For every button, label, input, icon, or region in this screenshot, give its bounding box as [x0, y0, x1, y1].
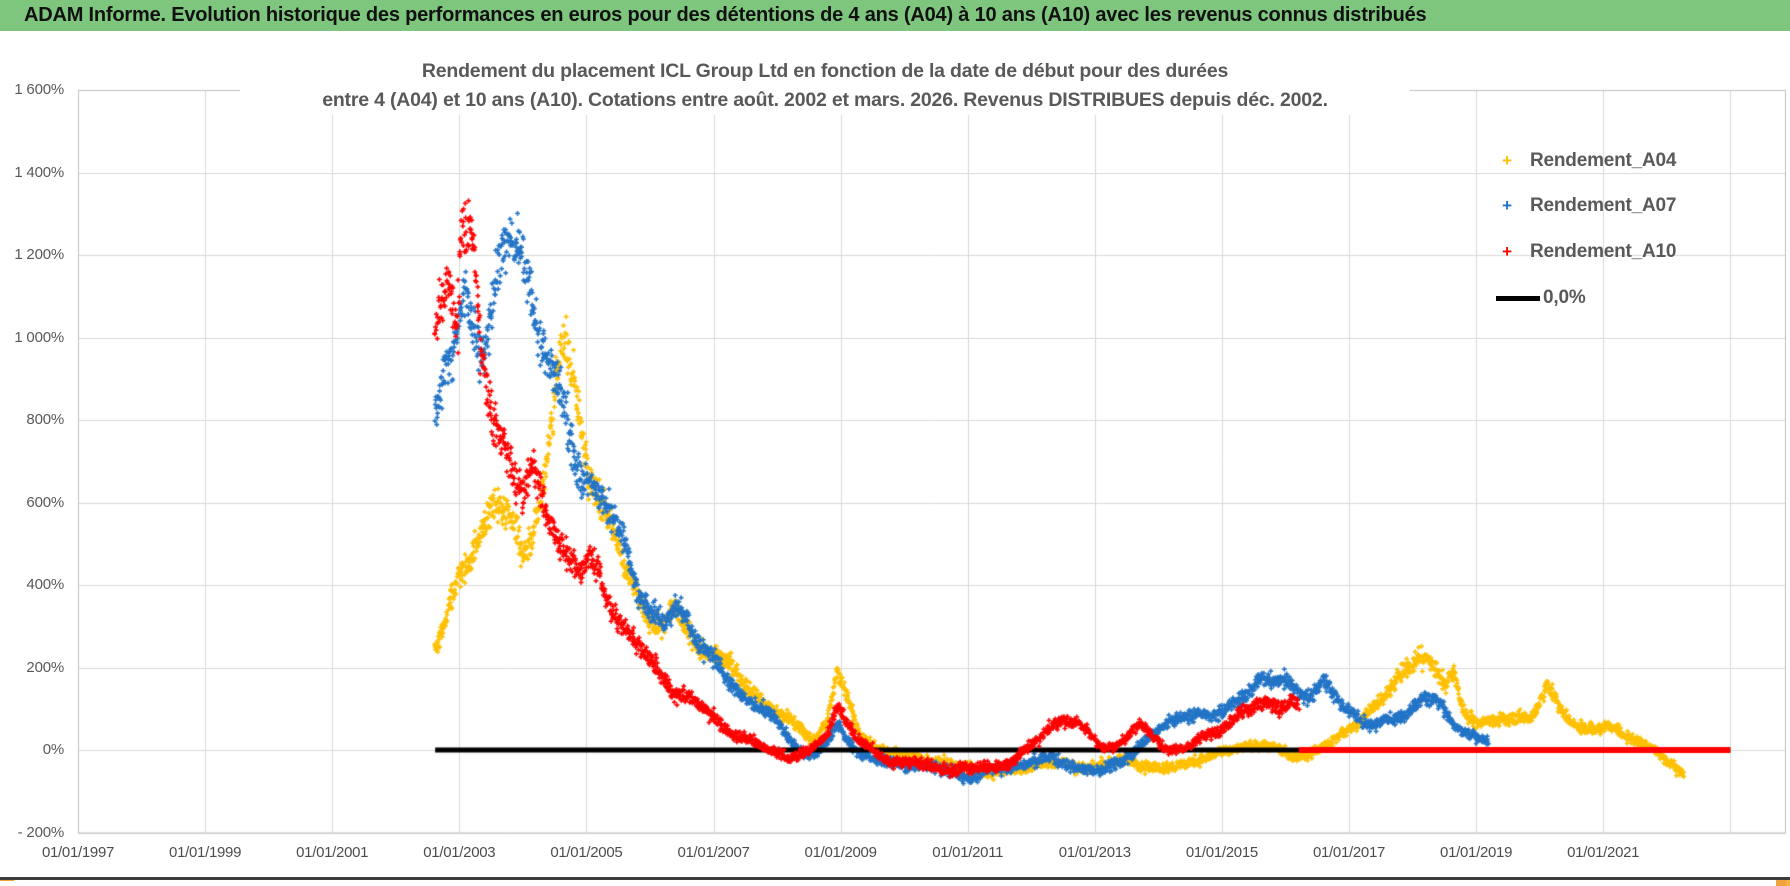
legend-item-rendement-a07[interactable]: + Rendement_A07	[1496, 192, 1676, 220]
x-tick-label-4: 01/01/2005	[550, 844, 623, 861]
legend-item-rendement-a10[interactable]: + Rendement_A10	[1496, 238, 1676, 266]
legend-plus-marker-icon: +	[1502, 242, 1512, 261]
x-tick-label-3: 01/01/2003	[423, 844, 496, 861]
legend-plus-marker-icon: +	[1502, 151, 1512, 170]
x-tick-label-1: 01/01/1999	[169, 844, 242, 861]
x-tick-label-2: 01/01/2001	[296, 844, 369, 861]
legend-item-0-0-[interactable]: 0,0%	[1496, 284, 1586, 312]
y-tick-label-8: 0%	[42, 741, 64, 758]
chart-title-line1: Rendement du placement ICL Group Ltd en …	[421, 60, 1229, 82]
chart-title-line2: entre 4 (A04) et 10 ans (A10). Cotations…	[322, 89, 1328, 111]
legend-plus-marker-icon: +	[1502, 196, 1512, 215]
x-tick-label-8: 01/01/2013	[1058, 844, 1131, 861]
x-tick-label-10: 01/01/2017	[1312, 844, 1386, 861]
y-tick-label-9: - 200%	[17, 823, 65, 841]
y-tick-label-5: 600%	[26, 493, 64, 511]
x-tick-label-9: 01/01/2015	[1185, 844, 1258, 861]
x-tick-label-6: 01/01/2009	[804, 844, 877, 861]
x-tick-label-7: 01/01/2011	[932, 844, 1004, 861]
window-bottom-border	[0, 877, 1790, 880]
x-tick-label-11: 01/01/2019	[1440, 844, 1513, 861]
x-tick-label-5: 01/01/2007	[677, 844, 750, 861]
y-tick-label-4: 800%	[26, 411, 64, 428]
legend-line-marker-icon	[1496, 295, 1540, 301]
y-tick-label-6: 400%	[26, 576, 64, 593]
x-tick-label-0: 01/01/1997	[41, 844, 115, 861]
x-tick-label-12: 01/01/2021	[1567, 844, 1640, 861]
chart-area[interactable]: Rendement du placement ICL Group Ltd en …	[0, 31, 1790, 877]
y-tick-label-7: 200%	[26, 658, 64, 676]
chart-title: Rendement du placement ICL Group Ltd en …	[240, 57, 1410, 115]
y-tick-label-0: 1 600%	[14, 81, 64, 98]
header-title: ADAM Informe. Evolution historique des p…	[24, 4, 1427, 26]
header-bar: ADAM Informe. Evolution historique des p…	[0, 0, 1790, 32]
legend-label: 0,0%	[1543, 287, 1586, 308]
legend-item-rendement-a04[interactable]: + Rendement_A04	[1496, 147, 1676, 175]
y-tick-label-1: 1 400%	[14, 163, 64, 181]
y-tick-label-3: 1 000%	[14, 328, 64, 346]
legend-label: Rendement_A10	[1530, 241, 1677, 262]
y-tick-label-2: 1 200%	[14, 246, 64, 263]
scatter-plot-canvas[interactable]	[0, 31, 1790, 877]
legend-label: Rendement_A07	[1530, 195, 1677, 216]
legend-label: Rendement_A04	[1530, 150, 1677, 171]
